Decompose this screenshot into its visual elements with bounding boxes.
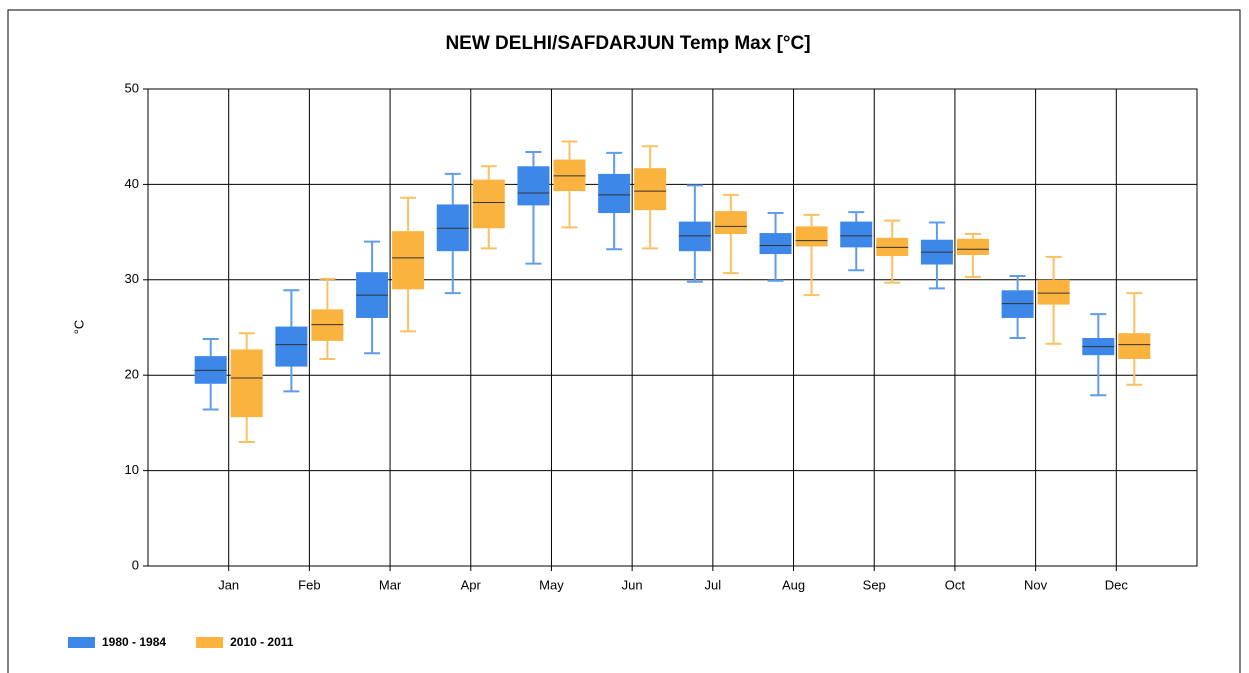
y-tick-label: 10 xyxy=(125,462,139,477)
box xyxy=(1118,333,1151,359)
box xyxy=(759,233,792,255)
box xyxy=(714,211,747,235)
x-tick-label: Oct xyxy=(945,577,966,592)
box xyxy=(275,326,308,367)
y-axis-label: °C xyxy=(71,320,86,335)
legend-label: 1980 - 1984 xyxy=(102,635,166,649)
box xyxy=(1037,279,1070,305)
x-tick-label: Dec xyxy=(1105,577,1129,592)
chart-title: NEW DELHI/SAFDARJUN Temp Max [°C] xyxy=(445,33,810,54)
y-tick-label: 50 xyxy=(125,80,139,95)
x-tick-label: May xyxy=(539,577,564,592)
legend-label: 2010 - 2011 xyxy=(230,635,294,649)
legend-swatch xyxy=(196,637,224,648)
y-tick-label: 40 xyxy=(125,176,139,191)
x-tick-label: Nov xyxy=(1024,577,1048,592)
frame xyxy=(7,9,1241,673)
x-tick-label: Feb xyxy=(298,577,320,592)
x-tick-label: Jun xyxy=(622,577,643,592)
box xyxy=(795,226,828,247)
x-tick-label: Sep xyxy=(863,577,886,592)
legend-swatch xyxy=(68,637,95,648)
box xyxy=(956,238,989,255)
box xyxy=(472,179,505,229)
y-tick-label: 30 xyxy=(125,271,139,286)
x-tick-label: Apr xyxy=(461,577,482,592)
y-tick-label: 0 xyxy=(132,557,139,572)
x-tick-label: Aug xyxy=(782,577,805,592)
box xyxy=(840,221,873,248)
x-tick-label: Mar xyxy=(379,577,402,592)
box xyxy=(517,166,550,206)
box xyxy=(634,168,667,211)
x-tick-label: Jan xyxy=(218,577,239,592)
box xyxy=(230,349,263,418)
y-tick-label: 20 xyxy=(125,367,139,382)
x-tick-label: Jul xyxy=(705,577,722,592)
box xyxy=(598,173,631,214)
box xyxy=(392,231,425,290)
